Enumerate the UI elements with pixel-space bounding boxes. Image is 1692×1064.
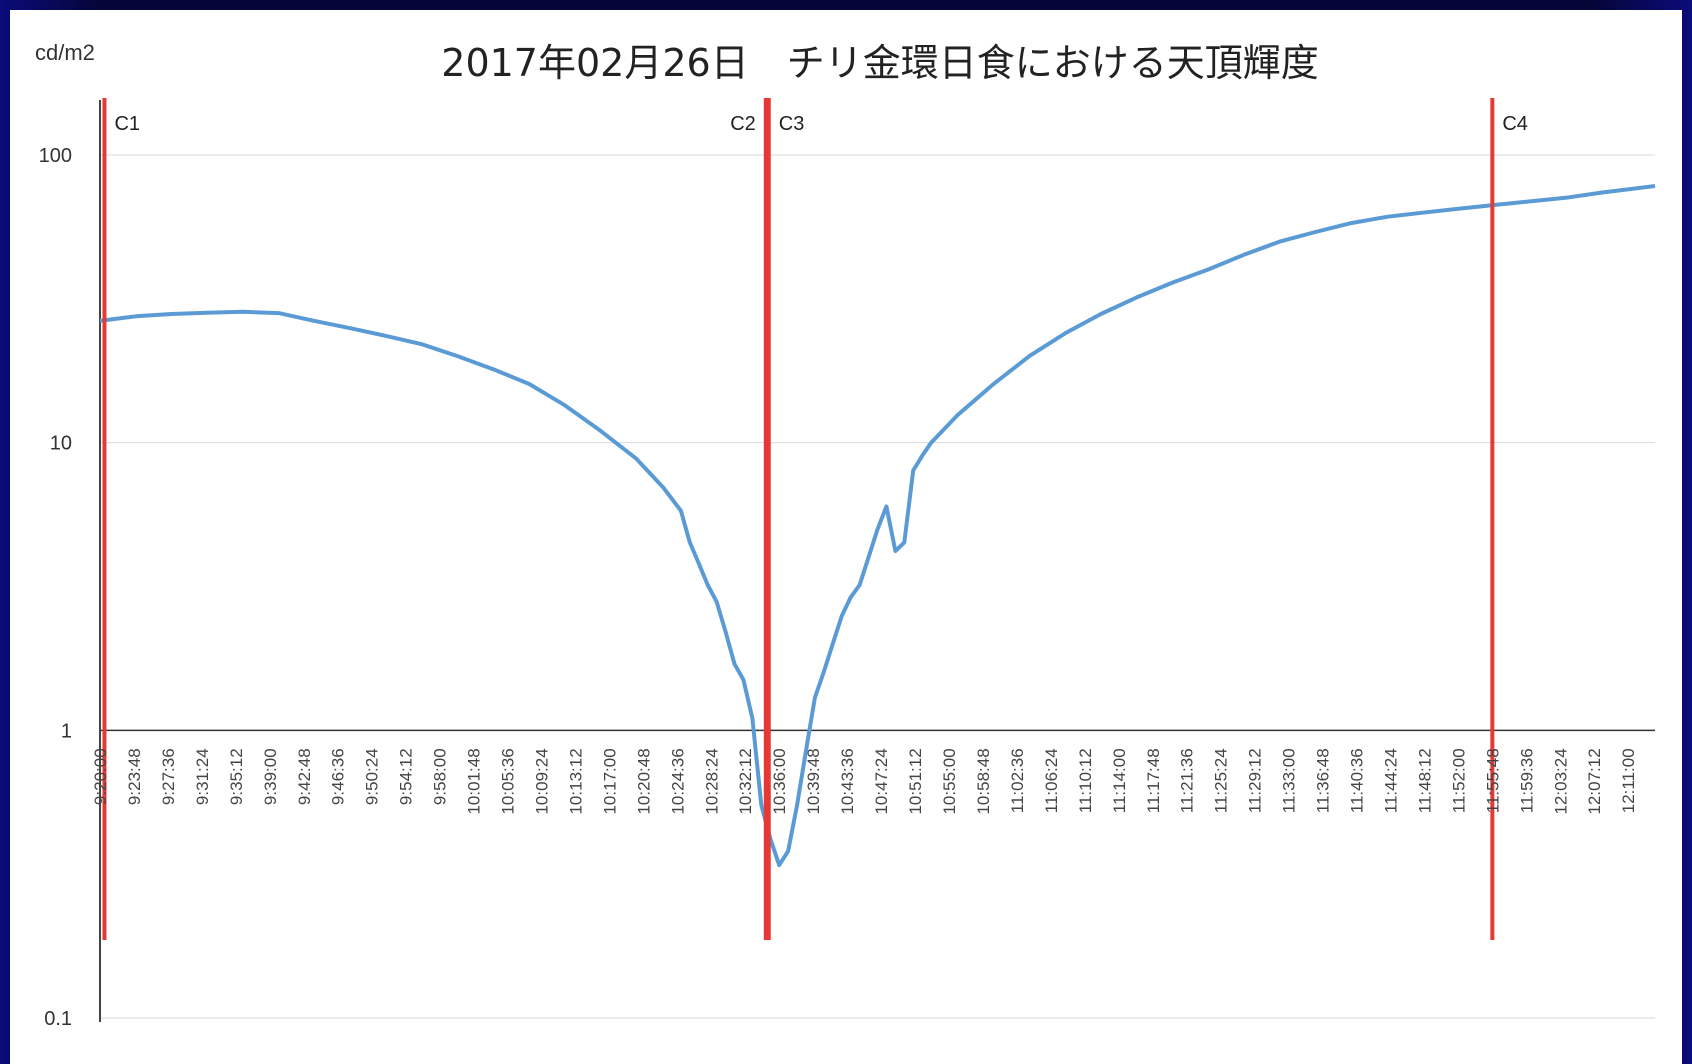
x-tick-label: 9:54:12 <box>397 748 416 805</box>
x-tick-label: 9:58:00 <box>431 748 450 805</box>
x-tick-label: 9:39:00 <box>261 748 280 805</box>
chart: C1 C2 C3 C4 100 10 1 0.1 9:20:00 9:23:48 9:27:36… <box>35 40 1656 1030</box>
series-layer <box>99 184 1656 868</box>
axes <box>99 100 1655 1022</box>
x-tick-label: 11:36:48 <box>1314 748 1333 813</box>
x-tick-label: 9:46:36 <box>329 748 348 805</box>
x-tick-label: 10:55:00 <box>940 748 959 814</box>
x-tick-label: 11:06:24 <box>1042 748 1061 813</box>
x-tick-label: 9:50:24 <box>363 748 382 805</box>
x-tick-label: 10:17:00 <box>600 748 619 814</box>
x-tick-label: 10:01:48 <box>465 748 484 814</box>
x-tick-label: 11:29:12 <box>1246 748 1265 813</box>
x-tick-label: 11:21:36 <box>1178 748 1197 813</box>
y-tick-label: 0.1 <box>44 1008 72 1030</box>
y-tick-labels: 100 10 1 0.1 <box>39 145 72 1030</box>
y-tick-label: 1 <box>61 720 72 742</box>
x-tick-label: 11:25:24 <box>1212 748 1231 813</box>
x-tick-label: 10:24:36 <box>668 748 687 814</box>
x-tick-label: 12:11:00 <box>1619 748 1638 813</box>
x-tick-label: 10:51:12 <box>906 748 925 814</box>
x-tick-label: 10:58:48 <box>974 748 993 814</box>
x-tick-label: 10:39:48 <box>804 748 823 814</box>
x-tick-label: 10:32:12 <box>736 748 755 814</box>
x-tick-label: 11:59:36 <box>1517 748 1536 813</box>
x-tick-label: 10:09:24 <box>532 748 551 814</box>
y-tick-label: 100 <box>39 145 72 167</box>
gridlines <box>100 154 1655 1019</box>
x-tick-label: 11:14:00 <box>1110 748 1129 813</box>
x-tick-label: 11:55:48 <box>1483 748 1502 813</box>
x-tick-label: 11:40:36 <box>1348 748 1367 813</box>
x-tick-label: 10:20:48 <box>634 748 653 814</box>
x-tick-label: 11:52:00 <box>1449 748 1468 813</box>
contact-label-c3: C3 <box>779 113 805 135</box>
x-tick-label: 9:20:00 <box>91 748 110 805</box>
x-tick-label: 10:13:12 <box>566 748 585 814</box>
y-axis-label: cd/m2 <box>35 40 95 65</box>
x-tick-label: 9:31:24 <box>193 748 212 805</box>
x-tick-label: 10:36:00 <box>770 748 789 814</box>
y-tick-label: 10 <box>50 433 72 455</box>
x-tick-label: 11:02:36 <box>1008 748 1027 813</box>
x-tick-label: 11:48:12 <box>1415 748 1434 813</box>
event-markers: C1 C2 C3 C4 <box>102 98 1528 940</box>
x-tick-label: 9:42:48 <box>295 748 314 805</box>
x-tick-labels: 9:20:00 9:23:48 9:27:36 9:31:24 9:35:12 9:39:… <box>91 748 1638 814</box>
x-tick-label: 11:44:24 <box>1381 748 1400 813</box>
x-tick-label: 12:03:24 <box>1551 748 1570 814</box>
x-tick-label: 11:17:48 <box>1144 748 1163 813</box>
x-tick-label: 9:27:36 <box>159 748 178 805</box>
chart-title: 2017年02月26日 チリ金環日食における天頂輝度 <box>441 41 1318 85</box>
series-line-zenith-luminance <box>99 184 1656 868</box>
contact-label-c4: C4 <box>1502 113 1528 135</box>
x-tick-label: 10:28:24 <box>702 748 721 814</box>
x-tick-label: 9:23:48 <box>125 748 144 805</box>
contact-label-c1: C1 <box>114 113 140 135</box>
x-tick-label: 10:47:24 <box>872 748 891 814</box>
x-tick-label: 10:05:36 <box>499 748 518 814</box>
x-tick-label: 11:10:12 <box>1076 748 1095 813</box>
x-tick-label: 10:43:36 <box>838 748 857 814</box>
x-tick-label: 12:07:12 <box>1585 748 1604 814</box>
x-tick-label: 11:33:00 <box>1280 748 1299 813</box>
chart-panel: C1 C2 C3 C4 100 10 1 0.1 9:20:00 9:23:48 9:27:36… <box>10 10 1682 1064</box>
contact-label-c2: C2 <box>730 113 756 135</box>
x-tick-label: 9:35:12 <box>227 748 246 805</box>
